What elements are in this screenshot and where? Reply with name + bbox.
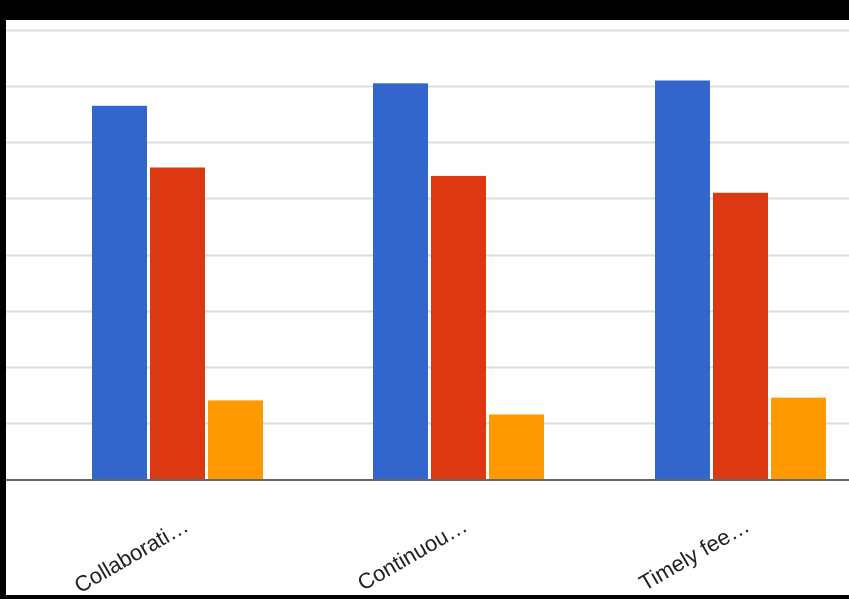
bar xyxy=(713,192,768,479)
bar xyxy=(208,400,263,479)
bar xyxy=(92,105,147,480)
bar xyxy=(431,175,486,480)
bar xyxy=(771,397,826,479)
bar xyxy=(655,80,710,479)
bars xyxy=(92,80,826,480)
bar xyxy=(489,414,544,479)
bar xyxy=(373,83,428,479)
bar xyxy=(150,167,205,479)
